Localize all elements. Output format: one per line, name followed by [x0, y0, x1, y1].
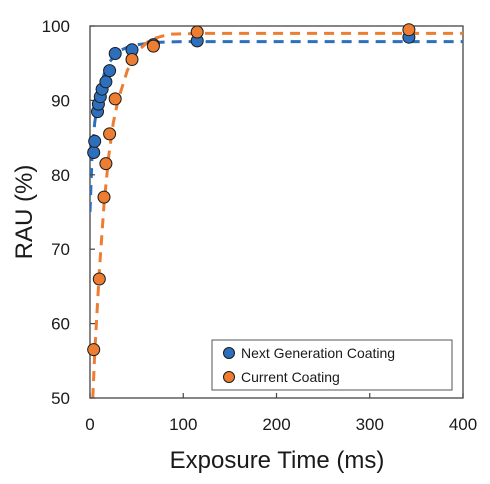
x-tick-label: 0 — [85, 415, 94, 434]
data-point-series-1 — [190, 25, 204, 39]
legend-marker-current — [223, 371, 235, 383]
y-tick-label: 70 — [51, 240, 70, 259]
y-tick-label: 90 — [51, 91, 70, 110]
legend-label-next-generation: Next Generation Coating — [241, 345, 395, 361]
data-point-series-1 — [125, 53, 139, 66]
x-tick-labels: 0 100 200 300 400 — [85, 415, 477, 434]
data-point-series-1 — [92, 272, 106, 286]
x-tick-label: 400 — [449, 415, 477, 434]
data-point-series-1 — [99, 157, 113, 171]
plot-area-frame — [89, 25, 464, 399]
data-point-series-0 — [103, 64, 117, 78]
axis-ticks — [89, 25, 464, 399]
legend-box — [211, 339, 453, 391]
legend: Next Generation Coating Current Coating — [211, 339, 453, 391]
y-tick-label: 60 — [51, 315, 70, 334]
y-tick-label: 50 — [51, 389, 70, 408]
data-point-series-0 — [99, 75, 113, 89]
data-point-series-1 — [402, 23, 416, 37]
data-points — [87, 23, 416, 357]
x-tick-label: 300 — [356, 415, 384, 434]
data-point-series-1 — [108, 92, 122, 106]
data-point-series-1 — [103, 127, 117, 141]
legend-marker-next-generation — [223, 347, 235, 359]
x-tick-label: 100 — [169, 415, 197, 434]
data-point-series-0 — [88, 134, 102, 148]
x-axis-title: Exposure Time (ms) — [170, 447, 385, 474]
y-tick-label: 100 — [42, 17, 70, 36]
data-point-series-1 — [97, 190, 111, 204]
y-tick-label: 80 — [51, 166, 70, 185]
y-tick-labels: 50 60 70 80 90 100 — [42, 17, 70, 408]
data-point-series-1 — [87, 343, 101, 357]
legend-label-current: Current Coating — [241, 369, 340, 385]
y-axis-title: RAU (%) — [11, 165, 38, 260]
x-tick-label: 200 — [262, 415, 290, 434]
data-point-series-1 — [146, 39, 160, 53]
data-point-series-0 — [108, 47, 122, 60]
data-point-series-0 — [87, 146, 101, 159]
